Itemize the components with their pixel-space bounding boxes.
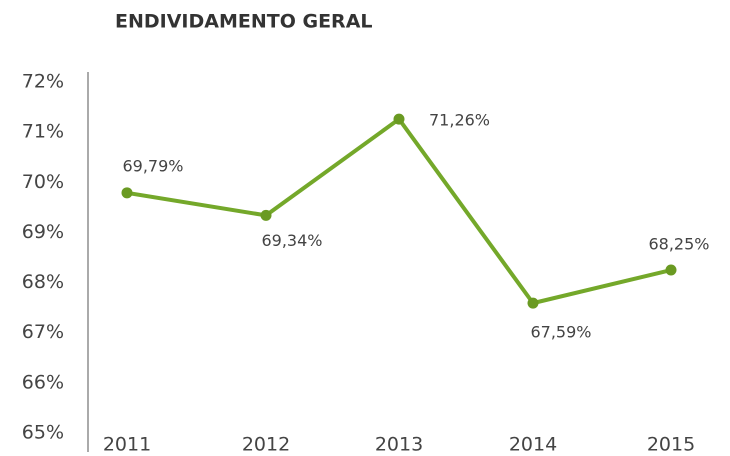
y-tick-label: 70% bbox=[22, 171, 64, 193]
y-tick-label: 65% bbox=[22, 422, 64, 444]
x-tick-label: 2011 bbox=[103, 434, 151, 456]
data-label: 67,59% bbox=[530, 323, 591, 342]
point bbox=[527, 297, 539, 309]
line bbox=[126, 117, 672, 306]
data-label: 69,79% bbox=[122, 156, 183, 175]
y-tick-label: 72% bbox=[22, 71, 64, 93]
x-tick-label: 2015 bbox=[647, 434, 695, 456]
point bbox=[121, 187, 133, 199]
y-tick-label: 67% bbox=[22, 321, 64, 343]
x-tick-label: 2012 bbox=[242, 434, 290, 456]
x-tick-label: 2013 bbox=[375, 434, 423, 456]
y-tick-label: 66% bbox=[22, 371, 64, 393]
y-tick-label: 71% bbox=[22, 121, 64, 143]
data-label: 68,25% bbox=[648, 235, 709, 254]
data-label: 69,34% bbox=[261, 231, 322, 250]
y-tick-label: 69% bbox=[22, 221, 64, 243]
x-tick-label: 2014 bbox=[509, 434, 557, 456]
point bbox=[260, 209, 272, 221]
data-label: 71,26% bbox=[429, 111, 490, 130]
chart-title: ENDIVIDAMENTO GERAL bbox=[115, 11, 373, 33]
point bbox=[393, 113, 405, 125]
point bbox=[665, 264, 677, 276]
y-tick-label: 68% bbox=[22, 271, 64, 293]
